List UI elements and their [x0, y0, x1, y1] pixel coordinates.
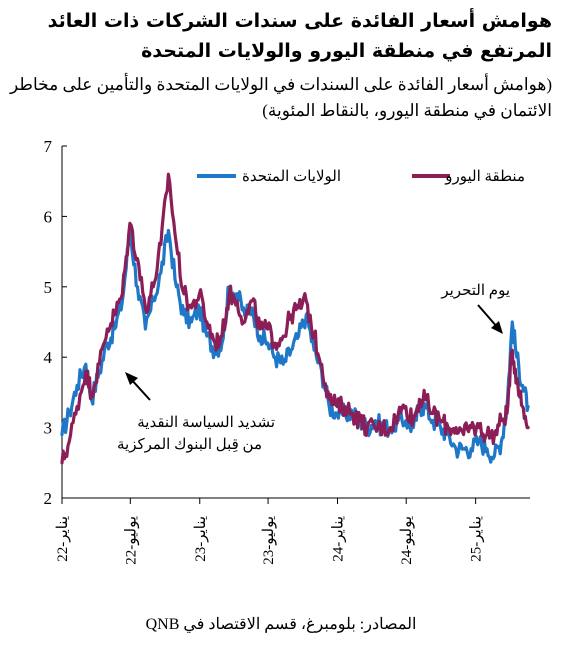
x-tick-label: يناير-23 — [193, 516, 209, 562]
y-tick-label: 5 — [44, 278, 53, 297]
y-tick-label: 3 — [44, 419, 53, 438]
chart-annotations: يوم التحرير تشديد السياسة النقدية من قِبل … — [117, 283, 510, 453]
x-tick-label: يناير-24 — [331, 516, 347, 562]
y-tick-label: 4 — [44, 348, 53, 367]
annotation-arrowhead — [125, 372, 138, 385]
y-tick-label: 2 — [44, 489, 53, 508]
x-tick-label: يوليو-24 — [399, 516, 415, 565]
y-tick-label: 7 — [44, 137, 53, 156]
x-tick-label: يناير-22 — [55, 516, 71, 562]
chart-series — [60, 172, 530, 465]
chart-legend: الولايات المتحدة منطقة اليورو — [197, 169, 525, 185]
chart-title: هوامش أسعار الفائدة على سندات الشركات ذا… — [47, 10, 552, 62]
legend-label: الولايات المتحدة — [242, 169, 341, 185]
x-tick-label: يوليو-22 — [123, 516, 139, 565]
annotation-arrow — [477, 304, 499, 329]
series-line-us — [60, 228, 530, 464]
source-note: المصادر: بلومبرغ، قسم الاقتصاد في QNB — [145, 616, 417, 633]
series-line-eu — [60, 172, 530, 465]
x-tick-label: يوليو-23 — [261, 516, 277, 565]
annotation-label: يوم التحرير — [440, 283, 510, 299]
chart-subtitle: (هوامش أسعار الفائدة على السندات في الول… — [10, 75, 552, 120]
annotation-label: تشديد السياسة النقدية من قِبل البنوك المر… — [117, 415, 275, 453]
annotation-arrowhead — [491, 321, 503, 334]
y-tick-label: 6 — [44, 207, 53, 226]
x-tick-label: يناير-25 — [469, 516, 485, 562]
chart-axes: 2 3 4 5 6 7 يناير-22 يوليو-22 يناير-23 يوليو-23 ين… — [44, 137, 530, 565]
legend-label: منطقة اليورو — [444, 169, 525, 185]
